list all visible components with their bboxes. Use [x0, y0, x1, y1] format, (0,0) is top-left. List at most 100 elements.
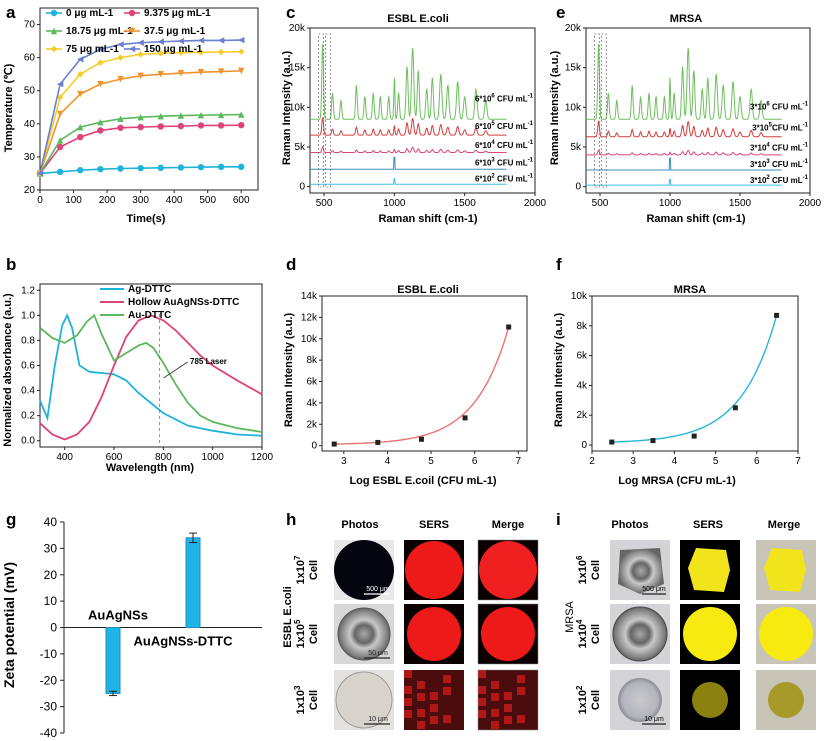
panel-label-d: d	[286, 255, 296, 274]
ytick-label-b-2: 0.4	[21, 386, 35, 397]
point-a-3-6	[157, 70, 164, 78]
point-a-5-6	[157, 38, 164, 45]
panel-d-title: ESBL E.coli	[397, 284, 459, 296]
ytick-label-a-3: 50	[24, 86, 36, 97]
data-point-d-3	[462, 415, 468, 421]
panel-i-header-photos: Photos	[611, 519, 648, 531]
point-a-0-8	[197, 163, 205, 171]
series-line-b-1	[39, 314, 263, 441]
panel-h-sers-spot-1-1	[407, 607, 461, 661]
panel-i-row-label-1-suffix: Cell	[590, 624, 602, 644]
legend-label-b-1: Hollow AuAgNSs-DTTC	[128, 297, 239, 308]
ytick-label-d-6: 12k	[301, 312, 318, 323]
xtick-label-a-4: 400	[166, 195, 183, 206]
ytick-label-e-2: 10k	[565, 102, 582, 113]
panel-h-sers-speck-2-1-10	[430, 692, 438, 700]
ytick-label-b-4: 0.8	[21, 335, 35, 346]
panel-h-row-label-2-suffix: Cell	[308, 690, 320, 710]
ytick-label-e-4: 20k	[565, 23, 582, 34]
bar-g-0	[105, 627, 121, 694]
spectrum-label-unit: CFU mL	[495, 122, 528, 131]
panel-h-sers-speck-2-2-3	[517, 687, 525, 695]
point-a-4-1	[56, 94, 64, 101]
panel-h-row-label-2-exp: 3	[293, 685, 302, 690]
xtick-label-f-0: 2	[589, 456, 595, 467]
panel-h-merge-frame-1	[477, 603, 539, 665]
panel-label-i: i	[556, 510, 561, 529]
panel-i-sers-spot-0-2	[764, 548, 806, 592]
point-a-2-4	[117, 115, 124, 123]
point-a-4-10	[238, 48, 245, 55]
point-a-2-5	[137, 114, 144, 121]
panel-h-sers-speck-2-2-4	[478, 710, 486, 718]
xtick-label-a-2: 200	[99, 195, 116, 206]
ytick-label-a-0: 20	[24, 185, 36, 196]
spectrum-c-1	[310, 117, 507, 136]
point-a-0-1	[56, 168, 64, 175]
point-a-0-9	[217, 163, 225, 171]
point-a-4-5	[137, 51, 144, 58]
series-line-b-2	[39, 313, 263, 433]
point-a-3-10	[238, 67, 245, 75]
panel-h-sers-speck-2-2-1	[491, 693, 499, 701]
panel-i-row-label-0: 1x106	[575, 555, 589, 584]
ytick-label-b-0: 0.0	[21, 436, 35, 447]
point-a-3-9	[217, 68, 225, 75]
xtick-label-f-1: 3	[630, 456, 636, 467]
panel-i-row-label-1: 1x104	[575, 619, 589, 648]
point-a-2-9	[217, 111, 225, 119]
spectrum-label-base: 6*10	[475, 122, 492, 131]
legend-label-b-2: Au-DTTC	[128, 310, 171, 321]
spectrum-label-exp: 4	[766, 143, 770, 149]
point-a-1-6	[157, 123, 164, 130]
series-line-a-5	[39, 39, 242, 174]
xtick-label-f-4: 6	[754, 456, 760, 467]
ytick-label-d-0: 0	[311, 441, 317, 452]
panel-i-row-label-0-exp: 6	[575, 555, 584, 560]
xtick-label-f-3: 5	[713, 456, 719, 467]
spectrum-label-base: 6*10	[475, 94, 492, 103]
point-a-0-6	[157, 164, 164, 172]
ytick-label-a-5: 70	[24, 20, 36, 31]
panel-h-header-merge: Merge	[492, 519, 524, 531]
laser-arrow	[163, 361, 188, 379]
xtick-label-a-5: 500	[199, 195, 216, 206]
point-a-5-9	[217, 37, 225, 44]
panel-e-ylabel: Raman Intensity (a.u.)	[549, 51, 561, 166]
panel-i-row-label-1-exp: 4	[575, 619, 584, 624]
xtick-label-a-3: 300	[132, 195, 149, 206]
xtick-label-d-3: 6	[472, 456, 478, 467]
panel-b-xlabel: Wavelength (nm)	[106, 462, 195, 474]
point-a-2-1	[56, 137, 64, 144]
panel-h-sers-speck-2-1-8	[404, 698, 412, 706]
spectrum-label-unit-exp: -1	[528, 140, 534, 146]
panel-h-row-label-1-base: 1x10	[295, 624, 307, 648]
legend-label-a-4: 75 μg mL-1	[66, 44, 119, 55]
ytick-label-d-2: 4k	[306, 398, 318, 409]
panel-label-e: e	[556, 3, 565, 22]
spectrum-label-e-4: 3*102 CFU mL-1	[750, 175, 809, 185]
highlight-box-c-0	[318, 33, 324, 188]
xtick-label-d-1: 4	[385, 456, 391, 467]
ytick-label-f-4: 8k	[576, 321, 588, 332]
spectrum-label-exp: 6	[491, 93, 495, 99]
ytick-label-b-1: 0.2	[21, 411, 35, 422]
panel-i-sers-spot-0-1	[688, 548, 730, 592]
panel-h-sers-speck-2-1-1	[417, 693, 425, 701]
panel-h-sers-speck-2-2-5	[491, 681, 499, 689]
xtick-label-e-3: 2000	[799, 198, 822, 209]
panel-h-sers-speck-2-1-6	[430, 704, 438, 712]
spectrum-c-0	[310, 43, 507, 120]
spectrum-label-e-1: 3*105CFU mL-1	[752, 123, 808, 133]
legend-marker-a-0	[50, 9, 58, 17]
panel-h-header-sers: SERS	[419, 519, 449, 531]
spectrum-label-exp: 3	[766, 159, 770, 165]
panel-h-sers-speck-2-1-7	[443, 675, 451, 683]
spectrum-label-unit: CFU mL	[770, 176, 803, 185]
panel-h-row-label-2: 1x103	[293, 685, 307, 714]
ytick-label-c-2: 10k	[289, 102, 306, 113]
xtick-label-e-2: 1500	[729, 198, 752, 209]
panel-h-sers-spot-0-1	[405, 541, 463, 599]
point-a-0-2	[77, 166, 84, 174]
